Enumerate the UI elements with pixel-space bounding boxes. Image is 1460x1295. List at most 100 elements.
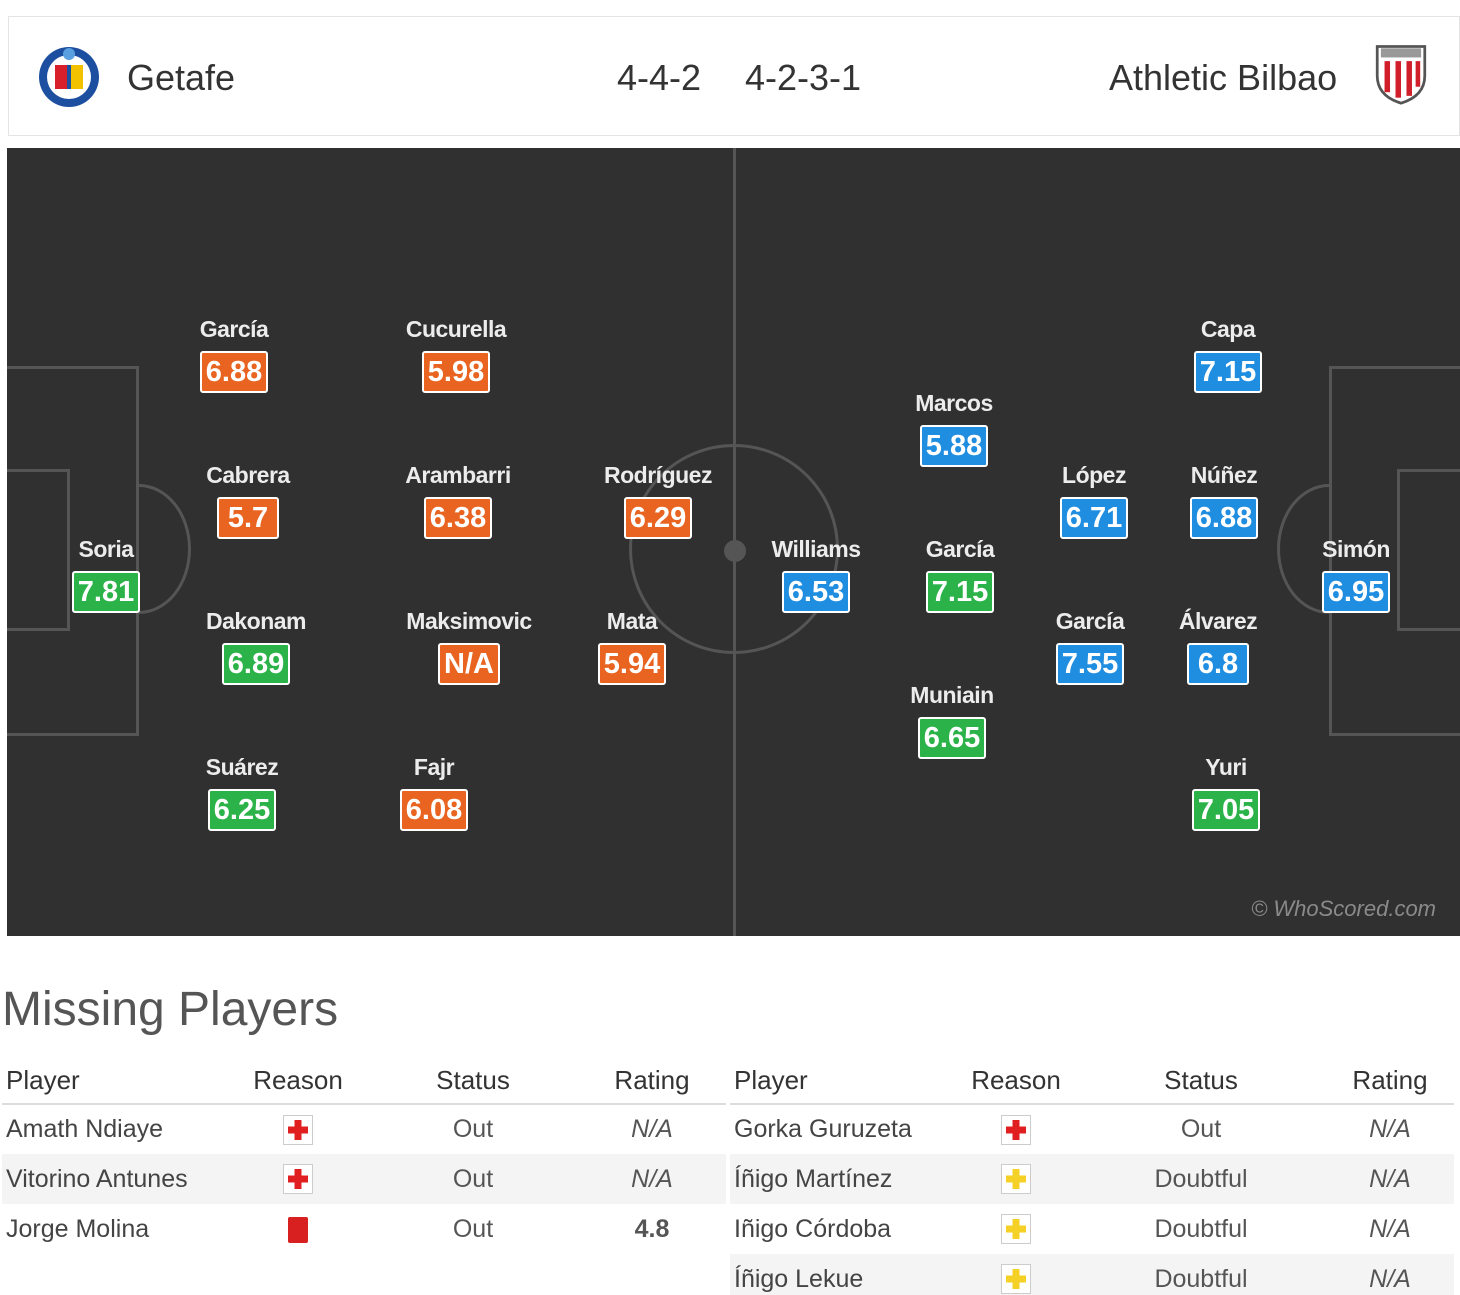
- table-header-row: Player Reason Status Rating: [730, 1058, 1454, 1105]
- player-rating: 5.88: [919, 425, 989, 467]
- player-name: Dakonam: [205, 608, 307, 634]
- player-link[interactable]: Íñigo Martínez: [730, 1154, 956, 1204]
- player-rating: 7.05: [1191, 789, 1261, 831]
- player-rating: 6.71: [1059, 497, 1129, 539]
- player-rating: 7.15: [1193, 351, 1263, 393]
- doubtful-icon: [1001, 1214, 1031, 1245]
- table-row: Gorka Guruzeta Out N/A: [730, 1104, 1454, 1154]
- status-cell: Doubtful: [1154, 1214, 1248, 1243]
- player-rating: 7.81: [71, 571, 141, 613]
- athletic-bilbao-crest-icon[interactable]: [1369, 41, 1433, 105]
- status-cell: Out: [368, 1154, 578, 1204]
- player-name: García: [1055, 608, 1125, 634]
- player-away-ldm[interactable]: García 7.55: [1015, 608, 1165, 685]
- player-rating: 5.7: [217, 497, 279, 539]
- player-name: Suárez: [205, 754, 279, 780]
- player-name: Capa: [1200, 316, 1256, 342]
- pitch: Soria 7.81 García 6.88 Cabrera 5.7 Dakon…: [7, 148, 1460, 936]
- player-home-st2[interactable]: Mata 5.94: [557, 608, 707, 685]
- player-home-lcm[interactable]: Maksimovic N/A: [394, 608, 544, 685]
- player-away-rcb[interactable]: Núñez 6.88: [1149, 462, 1299, 539]
- player-home-gk[interactable]: Soria 7.81: [31, 536, 181, 613]
- injury-icon: [283, 1114, 313, 1145]
- player-home-lb[interactable]: Suárez 6.25: [167, 754, 317, 831]
- player-away-rw[interactable]: Marcos 5.88: [879, 390, 1029, 467]
- player-name: Cucurella: [405, 316, 507, 342]
- column-header-player[interactable]: Player: [2, 1058, 228, 1105]
- player-name: Yuri: [1205, 754, 1247, 780]
- player-home-st1[interactable]: Rodríguez 6.29: [583, 462, 733, 539]
- injury-icon: [1001, 1114, 1031, 1145]
- table-row: Íñigo Martínez Doubtful N/A: [730, 1154, 1454, 1204]
- rating-cell: N/A: [578, 1154, 726, 1204]
- player-rating: 6.29: [623, 497, 693, 539]
- column-header-reason[interactable]: Reason: [956, 1058, 1076, 1105]
- center-spot: [724, 540, 746, 562]
- player-rating: 6.65: [917, 717, 987, 759]
- player-name: Rodríguez: [604, 462, 712, 488]
- rating-cell: N/A: [1326, 1154, 1454, 1204]
- player-away-lb[interactable]: Yuri 7.05: [1151, 754, 1301, 831]
- player-rating: N/A: [438, 643, 500, 685]
- player-rating: 6.95: [1321, 571, 1391, 613]
- player-home-rm[interactable]: Cucurella 5.98: [381, 316, 531, 393]
- table-row: Iñigo Córdoba Doubtful N/A: [730, 1204, 1454, 1254]
- player-away-rdm[interactable]: López 6.71: [1019, 462, 1169, 539]
- right-penalty-box: [1329, 366, 1460, 736]
- player-rating: 6.25: [207, 789, 277, 831]
- column-header-status[interactable]: Status: [1076, 1058, 1326, 1105]
- player-rating: 6.88: [199, 351, 269, 393]
- player-away-gk[interactable]: Simón 6.95: [1281, 536, 1431, 613]
- getafe-crest-icon[interactable]: [37, 45, 101, 109]
- column-header-rating[interactable]: Rating: [578, 1058, 726, 1105]
- right-goal-box: [1397, 469, 1460, 631]
- player-away-cam[interactable]: García 7.15: [885, 536, 1035, 613]
- status-cell: Out: [452, 1115, 494, 1143]
- player-home-rcb[interactable]: Cabrera 5.7: [173, 462, 323, 539]
- player-away-lcb[interactable]: Álvarez 6.8: [1143, 608, 1293, 685]
- player-link[interactable]: Gorka Guruzeta: [734, 1115, 912, 1143]
- column-header-rating[interactable]: Rating: [1326, 1058, 1454, 1105]
- player-name: Núñez: [1190, 462, 1258, 488]
- player-name: García: [925, 536, 995, 562]
- player-link[interactable]: Íñigo Lekue: [730, 1254, 956, 1295]
- player-rating: 6.08: [399, 789, 469, 831]
- player-home-rb[interactable]: García 6.88: [159, 316, 309, 393]
- rating-cell: N/A: [1326, 1254, 1454, 1295]
- doubtful-icon: [1001, 1164, 1031, 1195]
- player-name: Arambarri: [405, 462, 511, 488]
- player-link[interactable]: Vitorino Antunes: [2, 1154, 228, 1204]
- home-team-name[interactable]: Getafe: [127, 57, 236, 98]
- player-name: Williams: [771, 536, 861, 562]
- injury-icon: [283, 1164, 313, 1195]
- column-header-player[interactable]: Player: [730, 1058, 956, 1105]
- player-rating: 5.94: [597, 643, 667, 685]
- table-header-row: Player Reason Status Rating: [2, 1058, 726, 1105]
- player-link[interactable]: Jorge Molina: [6, 1214, 150, 1243]
- rating-cell: N/A: [1369, 1115, 1411, 1143]
- player-name: Muniain: [910, 682, 994, 708]
- rating-cell: N/A: [631, 1115, 673, 1143]
- player-away-rb[interactable]: Capa 7.15: [1153, 316, 1303, 393]
- player-home-lcb[interactable]: Dakonam 6.89: [181, 608, 331, 685]
- player-name: Álvarez: [1178, 608, 1258, 634]
- player-name: Soria: [78, 536, 134, 562]
- player-away-lw[interactable]: Muniain 6.65: [877, 682, 1027, 759]
- player-link[interactable]: Amath Ndiaye: [6, 1115, 164, 1143]
- player-away-st[interactable]: Williams 6.53: [741, 536, 891, 613]
- player-home-lm[interactable]: Fajr 6.08: [359, 754, 509, 831]
- player-name: García: [199, 316, 269, 342]
- away-missing-table: Player Reason Status Rating Gorka Guruze…: [730, 1058, 1454, 1295]
- player-rating: 6.88: [1189, 497, 1259, 539]
- away-team-name[interactable]: Athletic Bilbao: [1109, 57, 1338, 98]
- column-header-reason[interactable]: Reason: [228, 1058, 368, 1105]
- left-penalty-box: [7, 366, 139, 736]
- player-link[interactable]: Iñigo Córdoba: [734, 1214, 892, 1243]
- table-row: Vitorino Antunes Out N/A: [2, 1154, 726, 1204]
- status-cell: Out: [452, 1214, 494, 1243]
- player-name: Marcos: [915, 390, 993, 416]
- column-header-status[interactable]: Status: [368, 1058, 578, 1105]
- player-home-rcm[interactable]: Arambarri 6.38: [383, 462, 533, 539]
- home-formation: 4-4-2: [617, 57, 702, 98]
- left-goal-box: [7, 469, 70, 631]
